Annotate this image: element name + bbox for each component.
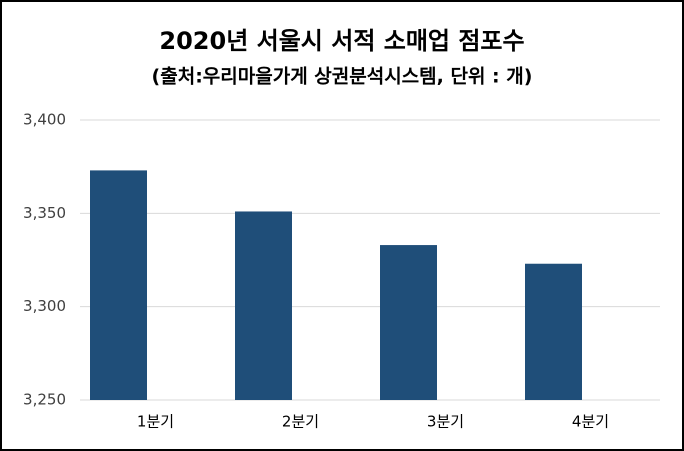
- bar: [380, 245, 437, 400]
- x-tick-label: 3분기: [427, 413, 464, 431]
- chart-subtitle: (출처:우리마을가게 상권분석시스템, 단위 : 개): [152, 66, 533, 88]
- y-tick-label: 3,300: [23, 297, 66, 315]
- bar: [525, 263, 582, 400]
- bar: [90, 170, 147, 400]
- x-tick-label: 1분기: [137, 413, 174, 431]
- x-tick-label: 4분기: [572, 413, 609, 431]
- y-tick-label: 3,400: [23, 111, 66, 129]
- bar: [235, 211, 292, 400]
- x-tick-label: 2분기: [282, 413, 319, 431]
- y-tick-label: 3,250: [23, 391, 66, 409]
- y-tick-label: 3,350: [23, 204, 66, 222]
- chart-title: 2020년 서울시 서적 소매업 점포수: [159, 27, 524, 55]
